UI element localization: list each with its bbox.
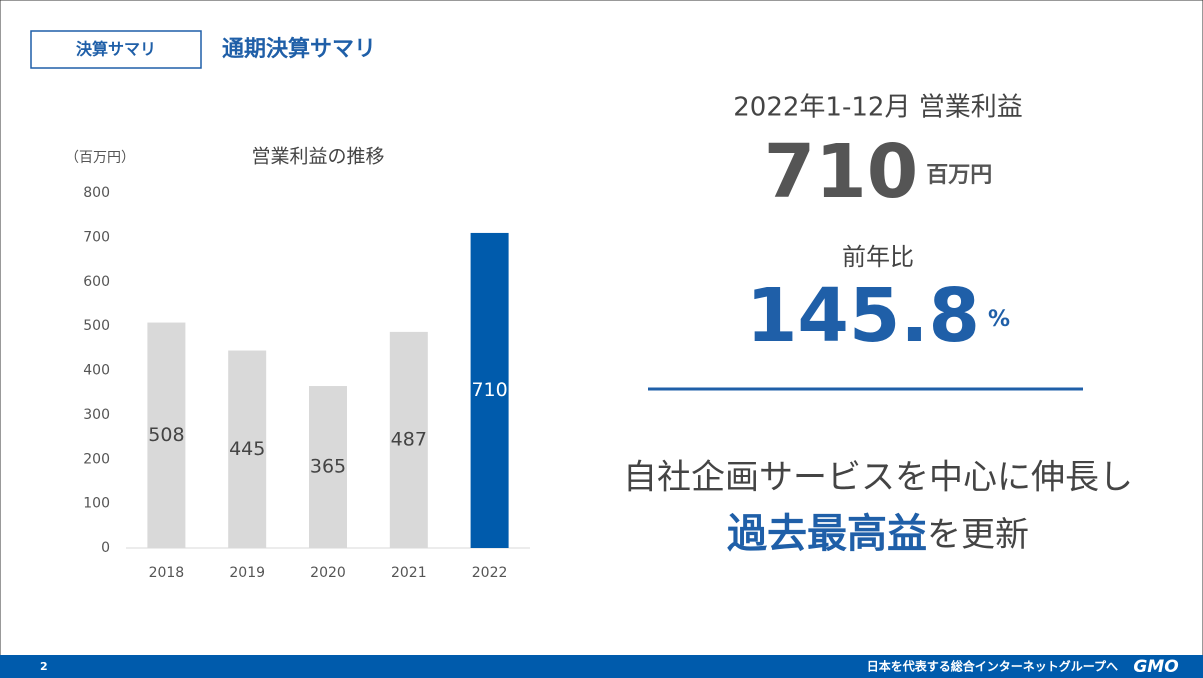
yoy-unit: % [988,307,1010,332]
value-label: 445 [229,438,265,460]
kpi-yoy: 145.8% [746,273,1010,359]
kpi-profit: 710 百万円 [764,129,992,215]
slogan: 日本を代表する総合インターネットグループへ [867,659,1118,674]
profit-value: 710 [764,129,918,215]
yoy-label: 前年比 [842,243,914,271]
message-rest: を更新 [927,515,1029,555]
message-line1: 自社企画サービスを中心に伸長し [623,458,1133,498]
slide-title: 通期決算サマリ [222,36,376,62]
y-tick-label: 800 [83,185,110,201]
chart-title: 営業利益の推移 [251,146,384,168]
x-tick-label: 2019 [229,565,265,581]
y-tick-label: 100 [83,496,110,512]
y-tick-label: 600 [83,274,110,290]
message-highlight: 過去最高益 [727,511,927,557]
x-tick-label: 2022 [472,565,508,581]
x-tick-label: 2018 [149,565,185,581]
y-tick-label: 300 [83,407,110,423]
tag-box [30,30,202,69]
y-tick-label: 500 [83,318,110,334]
message-line2: 過去最高益を更新 [727,511,1029,557]
bar [309,386,347,548]
value-label: 365 [310,456,346,478]
bar [389,331,428,548]
value-label: 710 [471,379,507,401]
bar [470,232,509,548]
yoy-value: 145.8 [746,273,980,359]
kpi-label: 2022年1-12月 営業利益 [733,93,1022,123]
profit-unit: 百万円 [926,163,992,188]
value-label: 508 [148,424,184,446]
y-unit: （百万円） [65,150,135,166]
logo: GMO [1133,657,1178,677]
y-tick-label: 400 [83,363,110,379]
bar [147,322,186,548]
y-tick-label: 200 [83,451,110,467]
x-tick-label: 2020 [310,565,346,581]
tag: 決算サマリ [76,40,156,59]
x-tick-label: 2021 [391,565,427,581]
footer-bar [0,655,1203,678]
page-number: 2 [40,660,48,673]
y-tick-label: 0 [101,540,110,556]
chart: 0 100 200 300 400 500 600 700 800 2018 508 2019 445 2… [83,185,530,581]
value-label: 487 [391,428,427,450]
bar [228,350,267,548]
y-tick-label: 700 [83,229,110,245]
